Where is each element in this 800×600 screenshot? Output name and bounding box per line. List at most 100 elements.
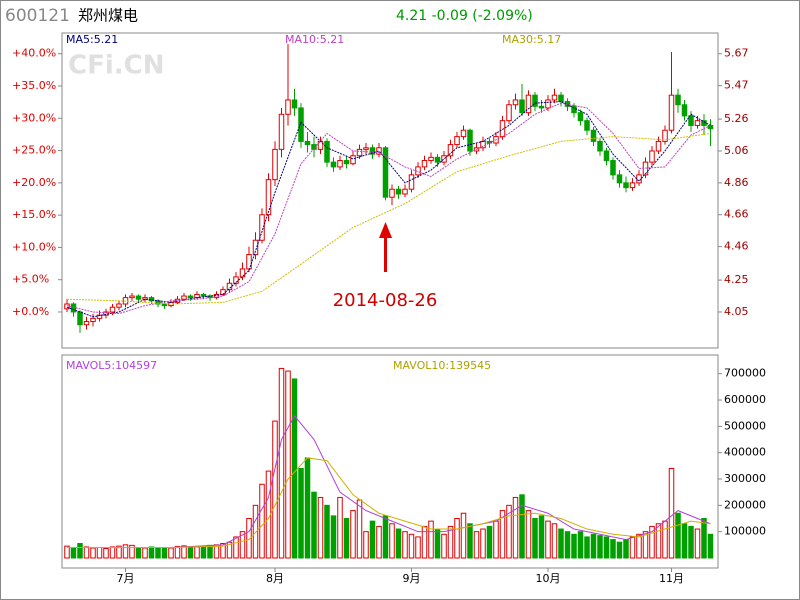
volume-bar [90,547,96,559]
candle-body [675,94,681,106]
volume-bar [382,515,389,559]
x-tick-label: 7月 [117,572,135,585]
candle-body [545,99,551,109]
volume-bar [688,525,694,559]
ma-line [66,132,711,305]
x-tick-label: 11月 [659,572,684,585]
volume-bar [64,545,70,559]
volume-bar [246,518,252,559]
y2-tick-label: +40.0% [12,47,56,60]
volume-bar [363,531,369,559]
volume-bar [200,545,207,559]
price-panel [61,32,719,349]
volume-bar [701,518,707,559]
volume-bar [577,531,584,559]
volume-bar [122,544,129,559]
volume-bar [187,546,194,559]
volume-bar [564,531,571,559]
candle-body [252,239,259,256]
candle-body [506,104,512,122]
volume-bar [116,545,122,559]
candle-body [460,129,467,138]
volume-bar [135,546,142,559]
volume-bar [668,467,675,559]
volume-tick-label: 100000 [724,525,766,538]
volume-bar [402,531,408,559]
volume-tick-label: 600000 [724,393,766,406]
ma-line [66,101,711,318]
volume-bar [629,536,636,559]
candle-body [538,105,545,109]
volume-bar [337,496,343,559]
candle-body [291,99,298,109]
y-tick-label: 5.26 [724,112,749,125]
volume-bar [506,504,512,559]
volume-bar [636,533,642,559]
mavol-label: MAVOL5:104597 [66,359,157,372]
y-tick-label: 5.06 [724,144,749,157]
candle-body [220,289,226,295]
candle-body [356,148,363,157]
candle-body [467,129,473,152]
volume-bar [194,546,200,559]
candle-body [434,156,441,163]
volume-bar [454,518,460,559]
y2-tick-label: +15.0% [12,208,56,221]
annotation: 2014-08-26 [333,290,438,311]
x-tick-label: 8月 [266,572,284,585]
volume-bar [421,525,428,559]
volume-bar [239,531,246,559]
volume-bar [376,525,382,559]
volume-bar [161,548,168,559]
volume-bar [103,548,109,559]
volume-bar [681,523,688,559]
volume-bar [272,420,278,559]
volume-bar [551,523,558,559]
volume-bar [558,528,564,559]
candle-body [519,99,525,114]
y2-tick-label: +0.0% [12,305,49,318]
volume-bar [642,531,649,559]
candle-body [694,120,701,126]
candle-body [610,160,616,176]
candle-body [324,140,330,163]
volume-bar [259,483,265,559]
candle-body [447,144,454,157]
volume-bar [311,491,317,559]
y2-tick-label: +5.0% [12,273,49,286]
candle-body [343,160,350,165]
volume-bar [480,528,486,559]
volume-bar [707,533,714,559]
candle-body [363,147,369,150]
volume-bar [525,510,532,559]
volume-bar [83,546,90,559]
y-tick-label: 4.46 [724,240,749,253]
candle-body [636,174,642,184]
volume-bar [77,543,83,559]
candle-body [200,293,207,297]
y2-tick-label: +30.0% [12,111,56,124]
candle-body [395,188,402,195]
volume-bar [545,520,551,559]
ma-label: MA10:5.21 [285,33,344,46]
volume-bar [571,533,577,559]
candle-body [181,295,187,300]
mavol-line [67,414,711,548]
candle-body [408,174,415,190]
volume-bar [532,518,538,559]
mavol-label: MAVOL10:139545 [393,359,491,372]
volume-bar [226,541,233,559]
candle-body [272,148,278,181]
volume-bar [369,520,376,559]
candle-body [428,156,434,162]
candle-body [161,303,168,307]
stock-code: 600121 [5,6,70,26]
candle-body [213,293,220,299]
ma-label: MA5:5.21 [66,33,118,46]
candle-body [681,104,688,117]
candle-body [499,120,506,138]
volume-bar [408,533,415,559]
stock-name: 郑州煤电 [78,7,138,25]
